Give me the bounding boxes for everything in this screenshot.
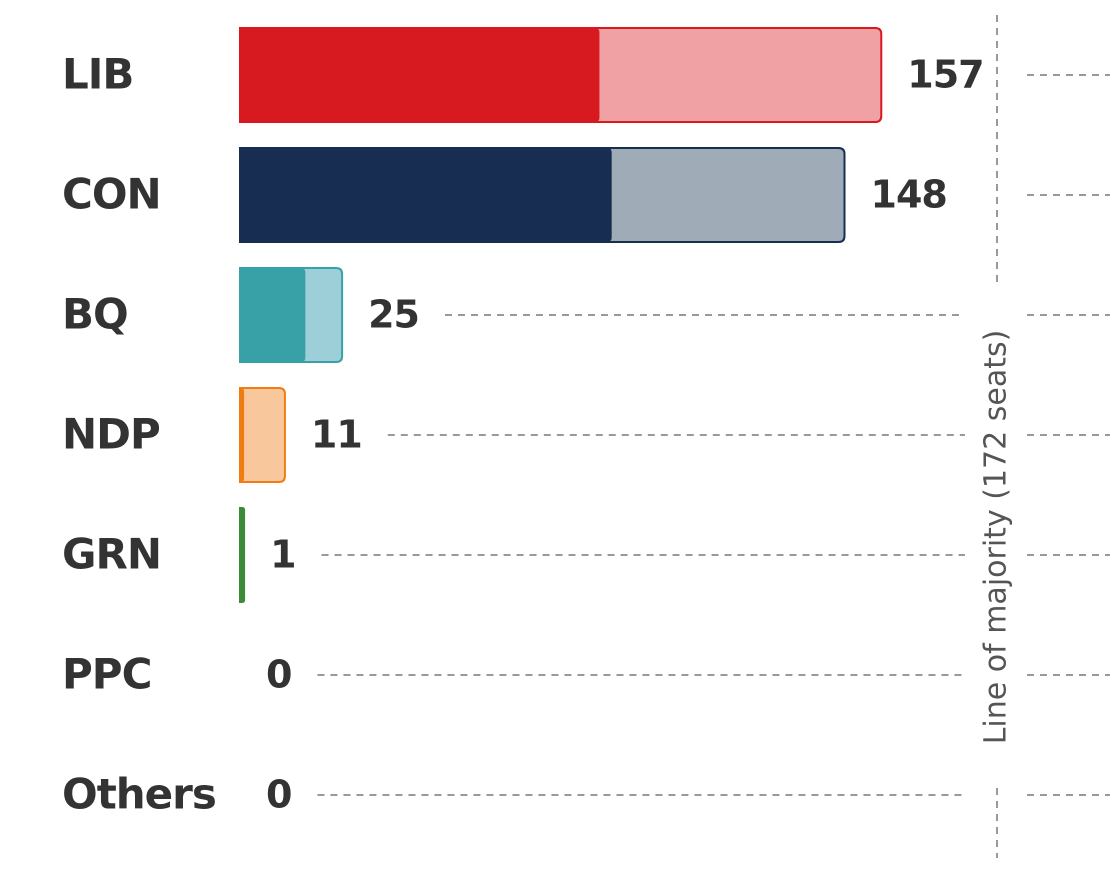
value-label: 11 bbox=[311, 413, 362, 457]
category-label: GRN bbox=[62, 530, 161, 579]
value-label: 148 bbox=[871, 173, 947, 217]
bar-elected bbox=[240, 388, 245, 482]
category-label: NDP bbox=[62, 410, 160, 459]
bar-elected bbox=[240, 268, 306, 362]
bar-elected bbox=[240, 508, 245, 602]
bar-elected bbox=[240, 28, 600, 122]
bar-elected bbox=[240, 148, 612, 242]
bar-total bbox=[239, 387, 286, 483]
value-label: 0 bbox=[266, 653, 291, 697]
category-label: CON bbox=[62, 170, 161, 219]
category-label: LIB bbox=[62, 50, 133, 99]
value-label: 0 bbox=[266, 773, 291, 817]
value-label: 25 bbox=[368, 293, 419, 337]
category-label: Others bbox=[62, 770, 216, 819]
category-label: BQ bbox=[62, 290, 128, 339]
majority-label: Line of majority (172 seats) bbox=[979, 330, 1014, 745]
value-label: 1 bbox=[270, 533, 295, 577]
value-label: 157 bbox=[907, 53, 983, 97]
category-label: PPC bbox=[62, 650, 151, 699]
